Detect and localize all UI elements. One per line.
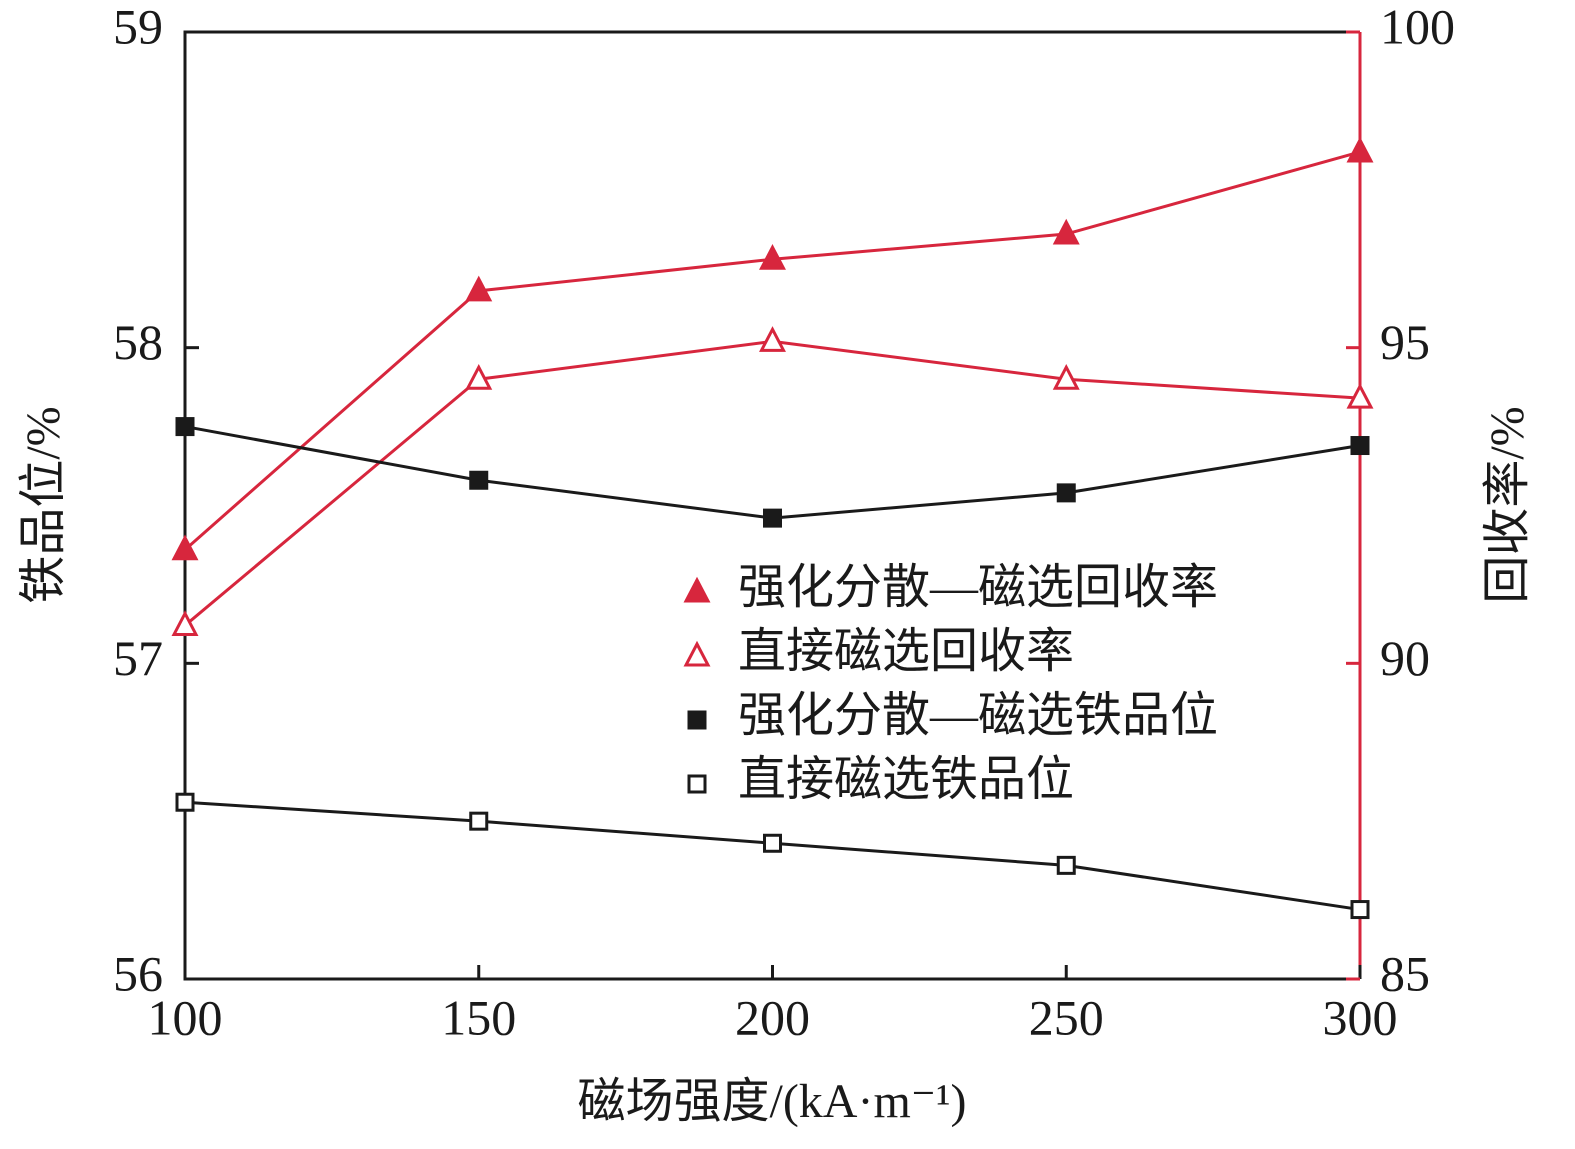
y2-tick-label: 85	[1380, 945, 1430, 1001]
marker	[1350, 436, 1370, 456]
marker	[763, 508, 782, 528]
legend-marker	[683, 640, 711, 667]
marker	[1056, 855, 1076, 875]
marker	[759, 326, 786, 352]
marker	[171, 610, 199, 636]
x-tick-label: 150	[441, 989, 516, 1045]
x-axis-label: 磁场强度/(kA·m⁻¹)	[577, 1075, 966, 1128]
x-tick-label: 300	[1323, 989, 1398, 1045]
marker	[1346, 136, 1374, 163]
legend-label: 直接磁选回收率	[738, 625, 1074, 678]
legend-label: 强化分散—磁选铁品位	[738, 689, 1218, 742]
x-tick-label: 100	[148, 989, 223, 1045]
x-tick-label: 250	[1029, 989, 1104, 1045]
marker	[1052, 218, 1080, 245]
marker	[763, 833, 782, 853]
y-tick-label: 56	[113, 945, 163, 1001]
legend-marker	[683, 576, 711, 603]
y2-tick-label: 95	[1380, 314, 1430, 370]
x-tick-label: 200	[735, 989, 810, 1045]
y-tick-label: 58	[113, 314, 163, 370]
marker	[175, 417, 195, 437]
marker	[171, 534, 199, 561]
series-line	[184, 800, 1361, 912]
marker	[469, 811, 489, 831]
marker	[465, 275, 493, 302]
y2-tick-label: 100	[1380, 0, 1455, 54]
series-line	[184, 425, 1361, 520]
y2-tick-label: 90	[1380, 630, 1430, 686]
marker	[1350, 900, 1370, 920]
y-tick-label: 59	[113, 0, 163, 54]
y-axis-label: 铁品位/%	[17, 406, 70, 603]
marker	[1056, 483, 1076, 503]
marker	[465, 364, 493, 390]
y-tick-label: 57	[113, 630, 163, 686]
y2-axis-label: 回收率/%	[1481, 406, 1534, 603]
marker	[469, 470, 489, 490]
legend-label: 直接磁选铁品位	[738, 753, 1074, 806]
marker	[175, 792, 195, 812]
marker	[1346, 382, 1374, 409]
legend-marker	[687, 710, 707, 730]
legend-label: 强化分散—磁选回收率	[738, 561, 1218, 614]
legend-marker	[687, 774, 707, 794]
marker	[759, 244, 786, 270]
marker	[1052, 364, 1080, 390]
